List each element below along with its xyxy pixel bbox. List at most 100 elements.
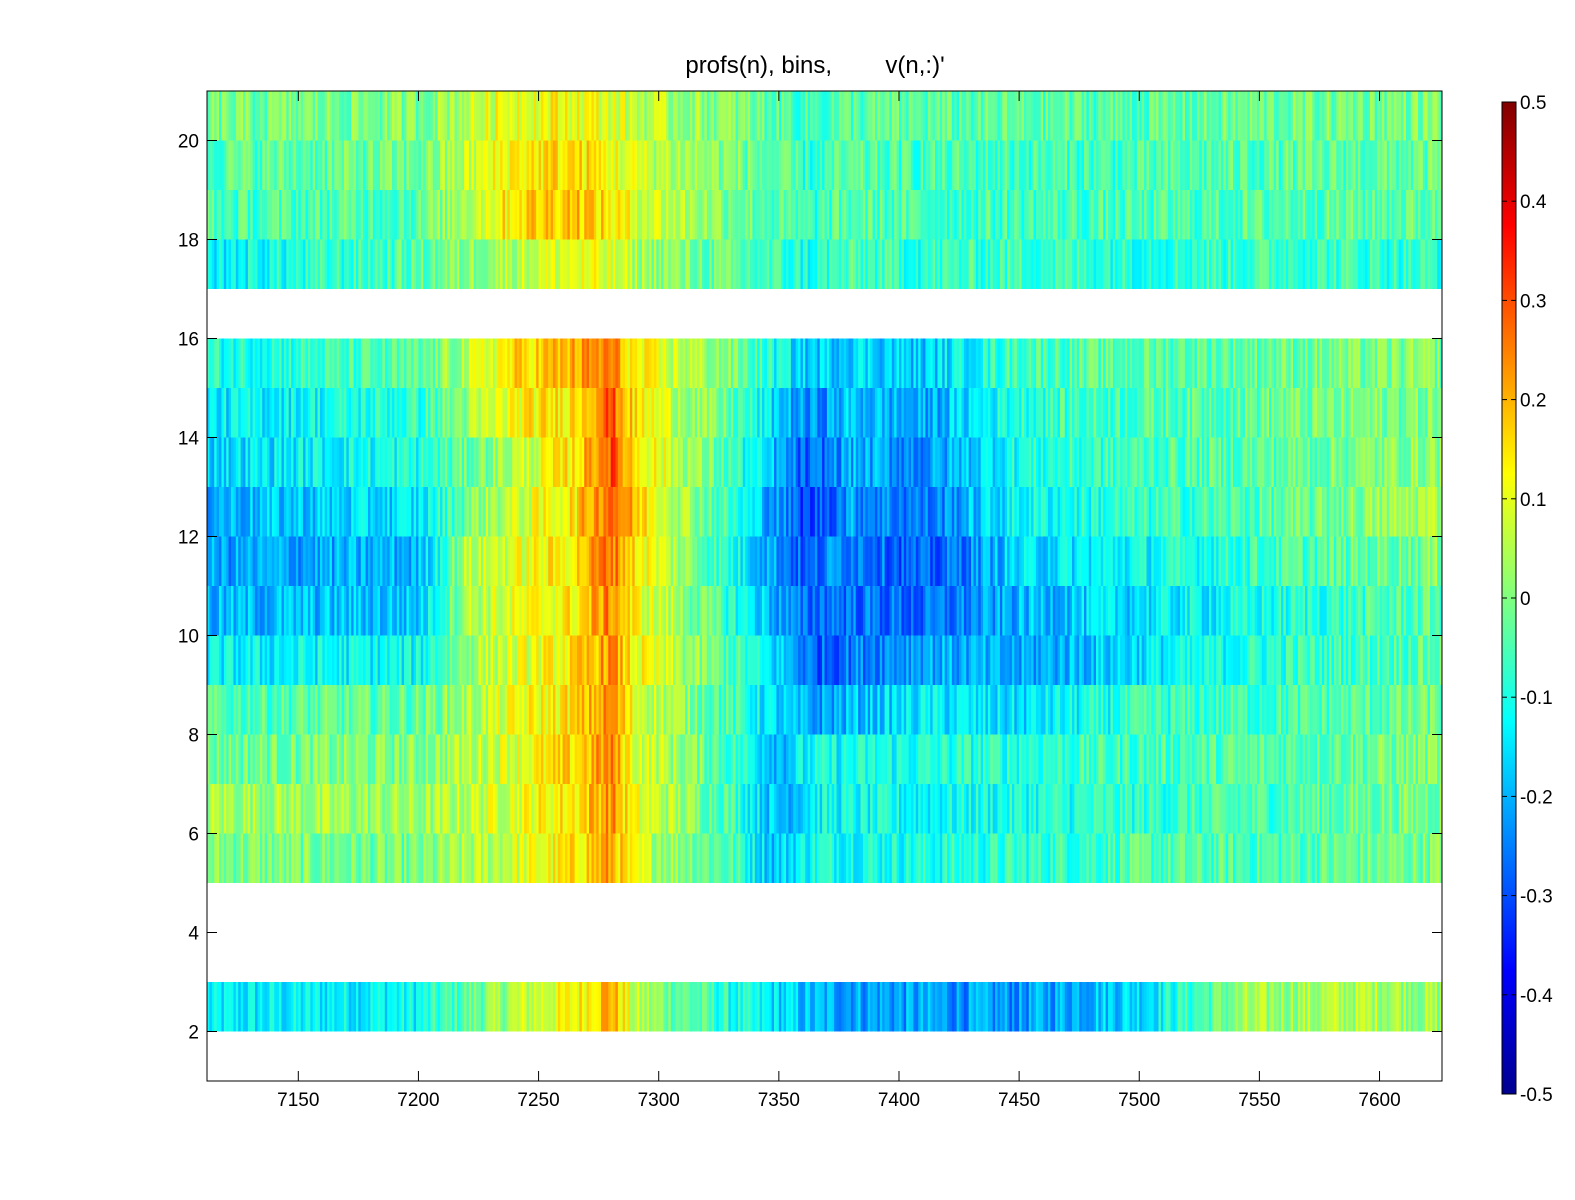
heatmap-cell	[1235, 635, 1239, 685]
heatmap-cell	[973, 536, 977, 586]
heatmap-cell	[1377, 685, 1380, 735]
heatmap-cell	[367, 536, 371, 586]
heatmap-cell	[300, 685, 304, 735]
heatmap-cell	[214, 586, 218, 636]
heatmap-cell	[1091, 833, 1094, 883]
heatmap-cell	[911, 833, 914, 883]
heatmap-cell	[1050, 833, 1054, 883]
heatmap-cell	[1398, 784, 1402, 834]
heatmap-cell	[293, 685, 297, 735]
heatmap-cell	[901, 487, 905, 537]
heatmap-cell	[1266, 635, 1270, 685]
heatmap-cell	[235, 635, 239, 685]
heatmap-cell	[1201, 734, 1205, 784]
heatmap-cell	[1300, 833, 1304, 883]
heatmap-cell	[437, 487, 441, 537]
heatmap-cell	[709, 833, 712, 883]
heatmap-cell	[464, 586, 467, 636]
heatmap-cell	[862, 833, 866, 883]
heatmap-cell	[317, 685, 321, 735]
heatmap-cell	[1180, 586, 1183, 636]
heatmap-cell	[471, 685, 475, 735]
heatmap-cell	[1211, 586, 1215, 636]
heatmap-cell	[1160, 487, 1164, 537]
heatmap-cell	[334, 586, 338, 636]
heatmap-cell	[1377, 784, 1380, 834]
heatmap-cell	[1393, 784, 1397, 834]
heatmap-cell	[1052, 487, 1056, 537]
heatmap-cell	[262, 982, 266, 1032]
heatmap-cell	[351, 982, 354, 1032]
heatmap-cell	[692, 833, 696, 883]
heatmap-cell	[507, 586, 511, 636]
heatmap-cell	[1343, 635, 1347, 685]
heatmap-cell	[1031, 784, 1034, 834]
heatmap-cell	[793, 734, 797, 784]
heatmap-cell	[1009, 982, 1013, 1032]
heatmap-cell	[1007, 784, 1010, 834]
heatmap-cell	[942, 586, 946, 636]
heatmap-cell	[949, 635, 953, 685]
heatmap-cell	[543, 536, 547, 586]
heatmap-cell	[247, 487, 251, 537]
heatmap-cell	[411, 437, 415, 487]
heatmap-cell	[274, 982, 278, 1032]
heatmap-cell	[723, 487, 727, 537]
heatmap-cell	[603, 586, 607, 636]
heatmap-cell	[569, 487, 573, 537]
heatmap-cell	[454, 685, 458, 735]
heatmap-cell	[276, 536, 280, 586]
heatmap-cell	[526, 833, 530, 883]
heatmap-cell	[459, 586, 463, 636]
heatmap-cell	[718, 586, 722, 636]
heatmap-cell	[865, 635, 869, 685]
heatmap-cell	[680, 982, 684, 1032]
heatmap-cell	[805, 734, 809, 784]
heatmap-cell	[632, 586, 636, 636]
heatmap-cell	[538, 437, 542, 487]
heatmap-cell	[901, 784, 905, 834]
heatmap-cell	[528, 734, 532, 784]
heatmap-cell	[978, 437, 982, 487]
heatmap-cell	[425, 734, 429, 784]
heatmap-cell	[1096, 833, 1099, 883]
heatmap-cell	[834, 487, 837, 537]
heatmap-cell	[1103, 685, 1107, 735]
heatmap-cell	[992, 586, 996, 636]
heatmap-cell	[276, 437, 280, 487]
heatmap-cell	[387, 487, 390, 537]
heatmap-cell	[985, 487, 989, 537]
heatmap-cell	[723, 536, 727, 586]
heatmap-cell	[584, 833, 588, 883]
heatmap-cell	[339, 734, 342, 784]
heatmap-cell	[219, 784, 222, 834]
heatmap-cell	[668, 586, 672, 636]
heatmap-cell	[295, 833, 299, 883]
heatmap-cell	[625, 784, 628, 834]
heatmap-cell	[300, 437, 304, 487]
heatmap-cell	[480, 635, 484, 685]
heatmap-cell	[1429, 586, 1433, 636]
heatmap-cell	[353, 586, 357, 636]
heatmap-cell	[629, 685, 633, 735]
heatmap-cell	[293, 487, 297, 537]
heatmap-cell	[528, 536, 532, 586]
heatmap-cell	[372, 982, 376, 1032]
heatmap-cell	[329, 487, 333, 537]
heatmap-cell	[1237, 833, 1241, 883]
heatmap-cell	[884, 982, 888, 1032]
heatmap-cell	[771, 734, 775, 784]
heatmap-cell	[1026, 734, 1030, 784]
heatmap-cell	[360, 586, 364, 636]
heatmap-cell	[1350, 784, 1354, 834]
heatmap-cell	[1297, 635, 1301, 685]
heatmap-cell	[315, 833, 318, 883]
heatmap-cell	[1160, 734, 1164, 784]
heatmap-cell	[1088, 833, 1092, 883]
heatmap-cell	[983, 784, 986, 834]
heatmap-cell	[262, 487, 266, 537]
heatmap-cell	[935, 536, 938, 586]
heatmap-cell	[937, 734, 941, 784]
heatmap-cell	[310, 833, 314, 883]
heatmap-cell	[1079, 586, 1082, 636]
